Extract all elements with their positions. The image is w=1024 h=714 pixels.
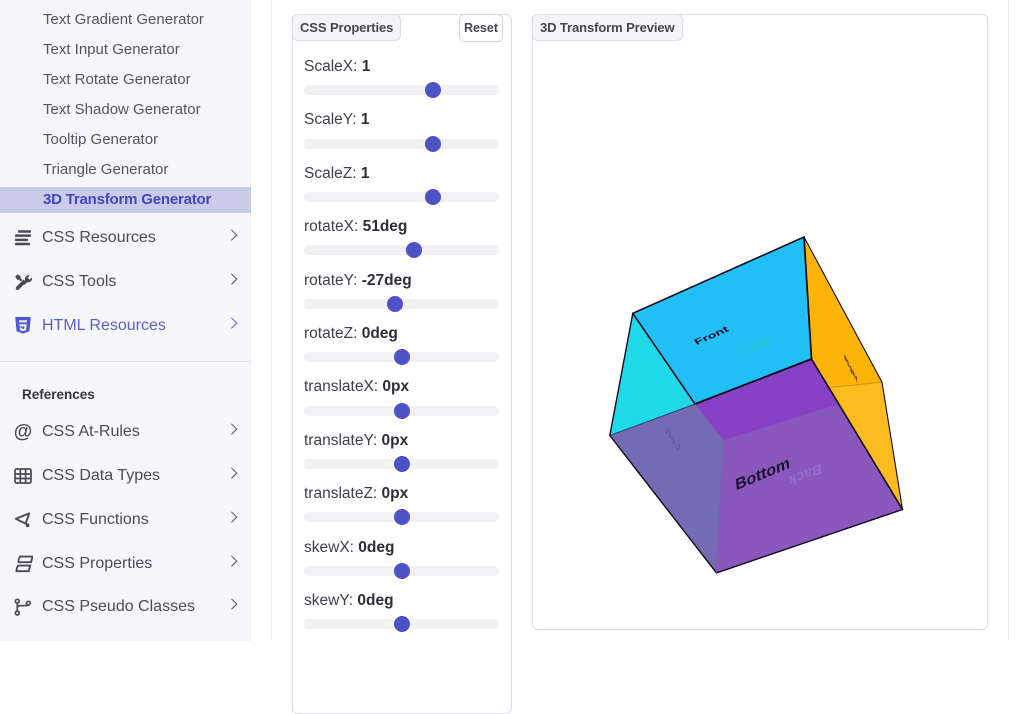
svg-text:@: @: [14, 422, 33, 442]
